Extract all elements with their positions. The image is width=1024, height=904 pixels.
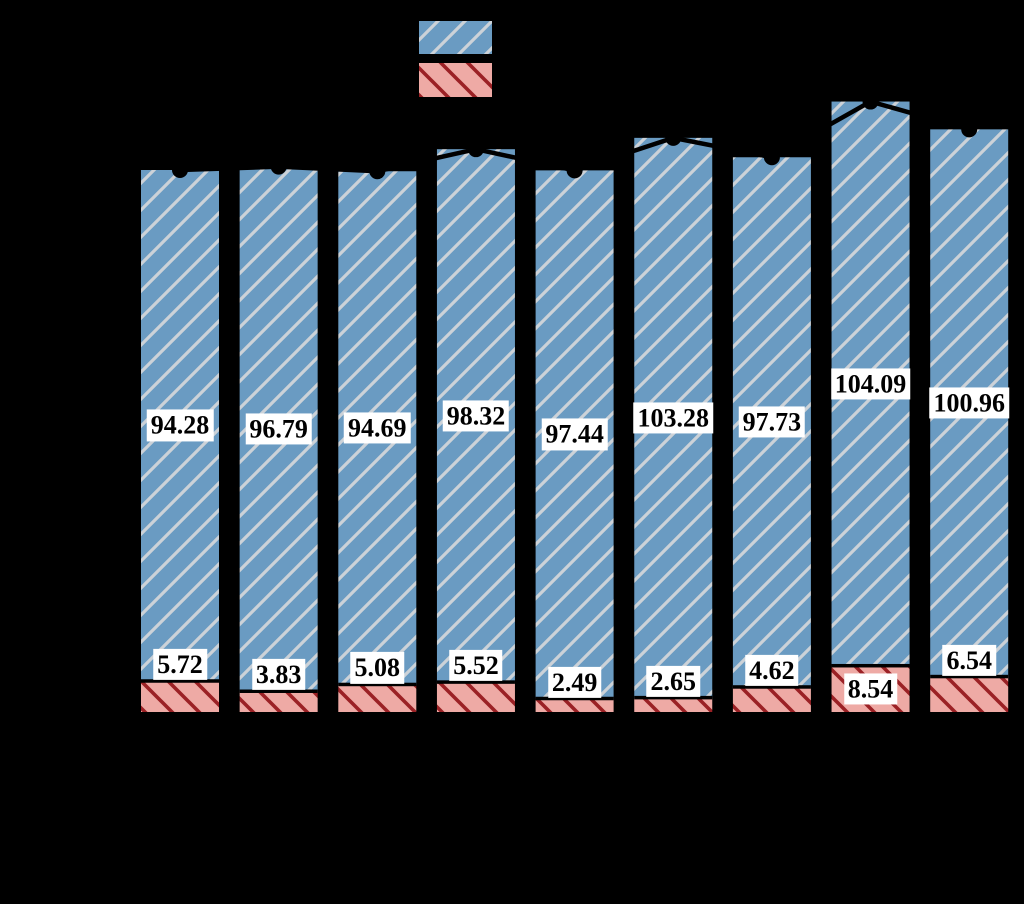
bar-9-red-segment (930, 676, 1009, 712)
bar-8-red-segment (831, 665, 910, 712)
bar-1-segment-separator (141, 679, 219, 683)
stack-total-marker-8 (862, 93, 879, 110)
stack-total-marker-5 (566, 162, 583, 179)
bar-3-blue-segment (338, 171, 417, 685)
bar-3-segment-separator (338, 682, 417, 687)
stack-total-marker-4 (467, 141, 484, 158)
legend-swatch-blue-series (419, 21, 492, 54)
legend-swatch-red-series (419, 63, 492, 97)
bar-1-red-segment (141, 680, 219, 712)
bar-6-segment-separator (634, 695, 713, 700)
bar-9-segment-separator (930, 674, 1009, 679)
bar-2-red-segment (239, 691, 318, 712)
stack-total-marker-1 (172, 162, 188, 178)
stack-total-marker-7 (763, 149, 780, 166)
bar-4-blue-segment (436, 149, 515, 683)
bar-6-red-segment (634, 697, 713, 712)
bar-4-segment-separator (436, 680, 515, 684)
bar-7-segment-separator (732, 685, 811, 689)
bar-8-segment-separator (831, 663, 910, 668)
bar-5-segment-separator (535, 696, 614, 701)
bars-layer (141, 101, 1009, 712)
bar-3-red-segment (338, 684, 417, 712)
totals-line-layer (172, 93, 978, 180)
bar-2-segment-separator (239, 689, 318, 693)
stack-total-marker-9 (961, 121, 978, 138)
legend (419, 21, 492, 97)
stack-total-marker-2 (270, 158, 287, 175)
bar-6-blue-segment (634, 137, 713, 698)
bar-7-red-segment (732, 686, 811, 712)
bar-2-blue-segment (239, 166, 318, 692)
bar-5-blue-segment (535, 170, 614, 699)
bar-7-blue-segment (732, 157, 811, 687)
bar-1-blue-segment (141, 170, 219, 681)
stack-total-marker-6 (665, 129, 682, 146)
stack-total-marker-3 (369, 163, 386, 180)
bar-5-red-segment (535, 698, 614, 712)
bar-9-blue-segment (930, 129, 1009, 677)
bar-8-blue-segment (831, 101, 910, 666)
bar-4-red-segment (436, 682, 515, 712)
